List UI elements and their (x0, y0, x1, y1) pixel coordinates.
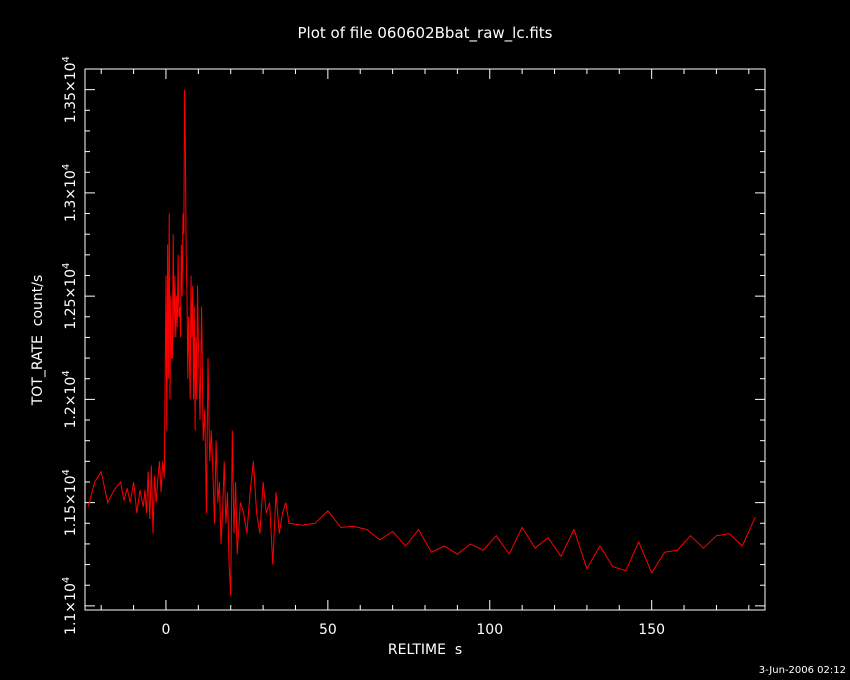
timestamp: 3-Jun-2006 02:12 (758, 665, 846, 676)
x-tick-label: 0 (161, 622, 170, 638)
y-tick-label: 1.25×104 (61, 263, 79, 330)
y-tick-labels: 1.1×104 1.15×104 1.2×104 1.25×104 1.3×104 1.3… (61, 56, 79, 635)
series (87, 89, 756, 596)
y-tick-label: 1.3×104 (61, 164, 79, 222)
x-tick-label: 50 (319, 622, 337, 638)
y-tick-label: 1.2×104 (61, 370, 79, 428)
y-axis-label: TOT_RATE count/s (30, 275, 46, 407)
y-tick-label: 1.35×104 (61, 56, 79, 123)
x-tick-labels: 0 50 100 150 (161, 622, 665, 638)
x-tick-label: 150 (638, 622, 665, 638)
series-line (87, 89, 756, 596)
x-tick-label: 100 (476, 622, 503, 638)
x-axis-label: RELTIME s (388, 642, 462, 658)
y-tick-label: 1.15×104 (61, 469, 79, 536)
chart-title: Plot of file 060602Bbat_raw_lc.fits (298, 24, 553, 43)
axis-ticks (85, 69, 765, 610)
y-tick-label: 1.1×104 (61, 577, 79, 635)
